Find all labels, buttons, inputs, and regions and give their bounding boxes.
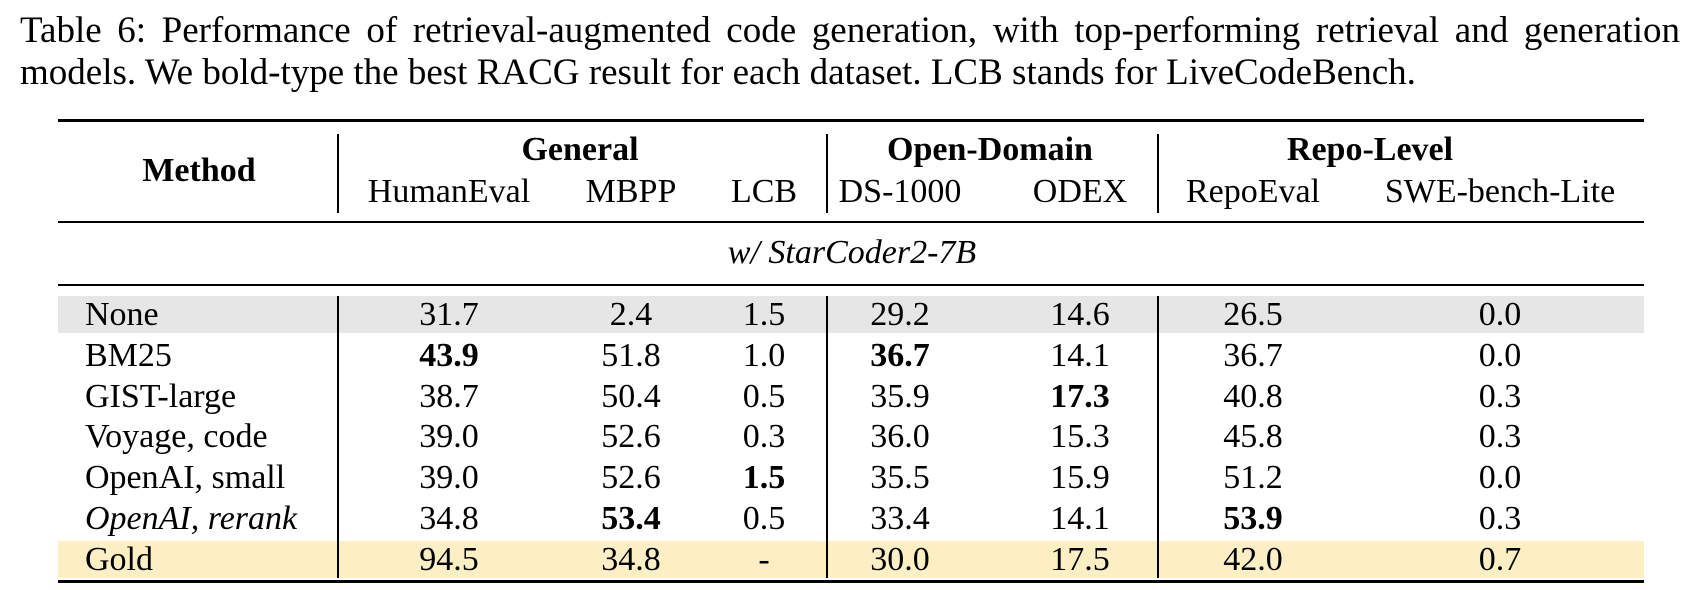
table-cell: 34.8 [419,500,479,537]
table-cell: 0.3 [1478,418,1522,456]
column-divider [826,296,828,578]
table-cell: 0.5 [742,377,786,415]
table-cell: 39.0 [419,459,479,497]
table-cell: 1.5 [742,296,786,333]
column-divider [1157,134,1159,213]
table-cell: 51.2 [1223,459,1283,497]
table-cell: 0.0 [1478,459,1522,497]
table-cell: 94.5 [419,540,479,578]
table-cell: 33.4 [870,500,930,537]
row-method-label: Voyage, code [85,418,268,456]
table-cell: 35.9 [870,377,930,415]
table-cell: 14.1 [1050,500,1110,537]
table-cell: 0.0 [1478,336,1522,374]
table-cell: 30.0 [870,540,930,578]
group-header-general: General [521,131,639,168]
column-divider [1157,296,1159,578]
row-method-label: GIST-large [85,377,237,415]
table-cell: 53.4 [601,500,661,537]
table-cell: - [758,540,770,578]
section-rule [58,284,1644,286]
table-cell: 14.6 [1050,296,1110,333]
column-divider [826,134,828,213]
table-cell: 0.5 [742,500,786,537]
table-cell: 53.9 [1223,500,1283,537]
column-header: RepoEval [1185,173,1321,210]
group-header-repo-level: Repo-Level [1286,131,1454,168]
table-cell: 45.8 [1223,418,1283,456]
column-header: ODEX [1032,173,1128,210]
table-cell: 1.5 [742,459,786,497]
table-cell: 29.2 [870,296,930,333]
table-cell: 40.8 [1223,377,1283,415]
table-cell: 43.9 [419,336,479,374]
table-cell: 0.3 [742,418,786,456]
table-cell: 0.7 [1478,540,1522,578]
top-rule [58,119,1644,122]
table-cell: 31.7 [419,296,479,333]
table-cell: 15.3 [1050,418,1110,456]
table-cell: 1.0 [742,336,786,374]
gold-row-highlight [58,541,1644,578]
table-cell: 0.0 [1478,296,1522,333]
column-divider [337,134,339,213]
column-header: HumanEval [367,173,531,210]
table-cell: 36.7 [870,336,930,374]
table-cell: 0.3 [1478,377,1522,415]
column-header: DS-1000 [838,173,962,210]
method-header: Method [142,152,256,189]
table-cell: 0.3 [1478,500,1522,537]
table-cell: 39.0 [419,418,479,456]
table-cell: 2.4 [609,296,653,333]
table-cell: 15.9 [1050,459,1110,497]
row-method-label: None [85,296,159,333]
row-method-label: OpenAI, rerank [85,500,298,537]
table-cell: 52.6 [601,418,661,456]
column-divider [337,296,339,578]
table-cell: 36.7 [1223,336,1283,374]
bottom-rule [58,580,1644,583]
table-cell: 34.8 [601,540,661,578]
table-cell: 14.1 [1050,336,1110,374]
row-method-label: Gold [85,540,153,578]
table-cell: 42.0 [1223,540,1283,578]
group-header-open-domain: Open-Domain [887,131,1093,168]
table-cell: 51.8 [601,336,661,374]
table-cell: 17.3 [1050,377,1110,415]
header-rule [58,221,1644,223]
column-header: LCB [730,173,798,210]
table-cell: 38.7 [419,377,479,415]
none-row-highlight [58,296,1644,333]
column-header: MBPP [585,173,677,210]
table-caption: Table 6: Performance of retrieval-augmen… [20,10,1680,93]
table-cell: 26.5 [1223,296,1283,333]
table-cell: 17.5 [1050,540,1110,578]
row-method-label: BM25 [85,336,172,374]
section-label: w/ StarCoder2-7B [727,234,977,271]
column-header: SWE-bench-Lite [1384,173,1616,210]
table-cell: 52.6 [601,459,661,497]
row-method-label: OpenAI, small [85,459,286,497]
table-cell: 35.5 [870,459,930,497]
table-cell: 50.4 [601,377,661,415]
table-cell: 36.0 [870,418,930,456]
